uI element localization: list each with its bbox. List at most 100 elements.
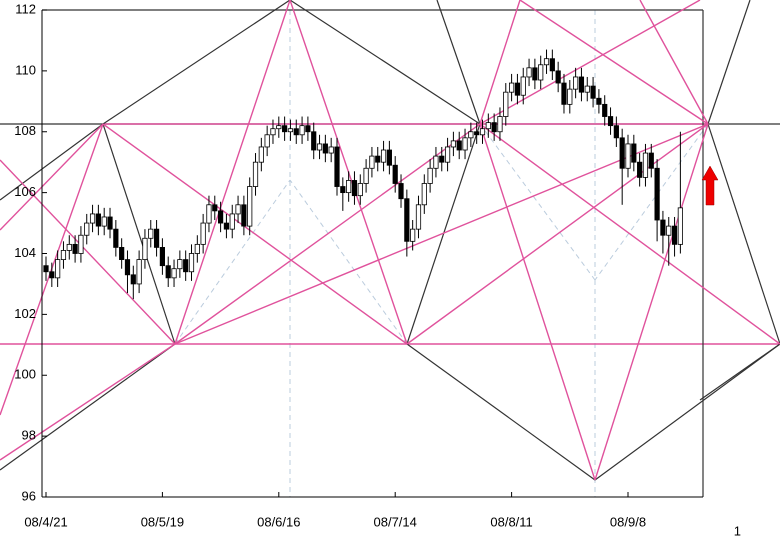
candle-body (573, 76, 579, 90)
candle-body (363, 167, 369, 184)
y-tick-label: 106 (14, 184, 36, 199)
candle-body (200, 222, 206, 245)
candle-body (107, 216, 113, 230)
candle-body (648, 152, 654, 169)
candle-body (404, 198, 410, 242)
candle-body (49, 271, 55, 279)
candle-body (311, 131, 317, 151)
candle-body (119, 247, 125, 260)
candle-body (567, 88, 573, 105)
candle-body (165, 265, 171, 279)
x-tick-label: 08/8/11 (490, 514, 532, 529)
candle-body (60, 250, 67, 260)
candle-body (282, 125, 288, 133)
candle-body (351, 180, 358, 197)
candle-body (555, 70, 561, 84)
candle-body (212, 204, 218, 212)
candle-body (520, 76, 526, 96)
candle-body (578, 76, 585, 93)
candle-body (380, 149, 387, 163)
candle-body (526, 67, 532, 78)
candle-body (241, 204, 247, 227)
candle-body (142, 237, 148, 260)
candle-body (602, 103, 608, 117)
candle-body (247, 186, 253, 227)
candle-body (596, 97, 602, 105)
candle-body (270, 128, 276, 136)
candle-body (183, 259, 189, 273)
y-tick-label: 112 (15, 1, 36, 16)
candle-body (84, 222, 90, 236)
candle-body (415, 204, 422, 230)
candle-body (637, 161, 643, 178)
candle-body (584, 85, 590, 93)
candle-body (340, 186, 346, 194)
candle-body (287, 128, 294, 133)
candle-body (468, 131, 474, 139)
candle-body (328, 146, 334, 154)
candle-body (258, 146, 264, 163)
candle-body (561, 82, 567, 105)
candle-body (334, 146, 340, 187)
candle-body (642, 152, 649, 178)
candle-body (439, 155, 445, 163)
candle-body (346, 180, 352, 194)
candle-body (514, 82, 521, 96)
candle-body (474, 131, 480, 136)
page-number: 1 (734, 523, 741, 538)
candle-body (450, 140, 457, 148)
y-tick-label: 100 (14, 367, 36, 382)
candle-body (613, 125, 619, 139)
candle-body (462, 137, 468, 151)
candle-body (369, 155, 375, 169)
candle-body (660, 219, 666, 236)
candle-body (148, 228, 154, 239)
candle-body (276, 125, 282, 130)
candle-body (444, 146, 451, 163)
x-tick-label: 08/5/19 (141, 514, 184, 529)
candle-body (654, 167, 660, 221)
candle-body (316, 143, 323, 151)
candle-body (322, 143, 328, 154)
candle-body (171, 268, 177, 279)
candle-body (159, 247, 165, 267)
candle-body (427, 167, 433, 184)
candle-body (508, 82, 515, 93)
candle-body (95, 213, 101, 227)
candle-body (55, 259, 61, 279)
candle-body (491, 122, 497, 133)
candle-body (153, 228, 160, 248)
candle-body (188, 253, 195, 273)
candle-body (299, 125, 305, 136)
candle-body (410, 228, 416, 242)
candle-body (66, 243, 72, 251)
candle-body (532, 67, 538, 81)
candle-body (375, 155, 381, 163)
candle-body (538, 64, 544, 81)
candle-body (497, 116, 503, 133)
candle-body (398, 183, 404, 200)
candle-body (264, 134, 270, 148)
x-tick-label: 08/4/21 (24, 514, 67, 529)
candle-body (456, 140, 462, 151)
candle-body (671, 225, 678, 245)
candle-body (101, 216, 107, 227)
overlay (0, 0, 780, 497)
candle-body (223, 222, 230, 230)
candle-body (43, 265, 49, 273)
candle-body (229, 213, 235, 230)
candle-body (631, 143, 637, 163)
candle-body (194, 243, 200, 254)
candle-body (293, 128, 299, 136)
candle-body (130, 274, 136, 285)
candle-body (549, 58, 555, 72)
y-tick-label: 104 (14, 245, 36, 260)
y-tick-label: 96 (22, 488, 36, 503)
candle-body (666, 225, 672, 236)
y-tick-label: 110 (15, 62, 36, 77)
candle-body (421, 183, 427, 206)
candle-body (72, 243, 78, 254)
x-tick-label: 08/9/8 (610, 514, 646, 529)
candle-body (206, 204, 212, 224)
candle-body (607, 116, 614, 127)
